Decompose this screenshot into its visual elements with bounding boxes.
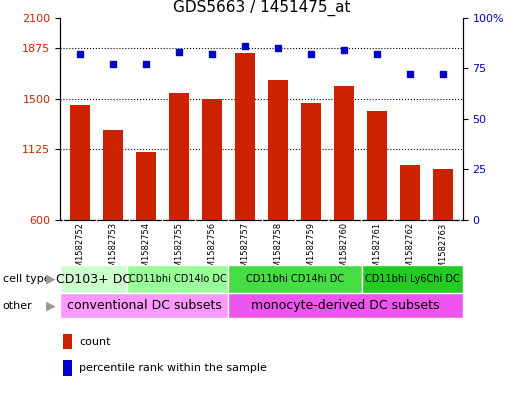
Bar	[60, 265, 127, 293]
Bar	[235, 53, 255, 220]
Bar	[169, 93, 189, 220]
Bar	[63, 360, 72, 376]
Text: GSM1582752: GSM1582752	[75, 222, 84, 278]
Text: GSM1582760: GSM1582760	[339, 222, 348, 279]
Text: GSM1582758: GSM1582758	[274, 222, 282, 279]
Text: CD11bhi Ly6Chi DC: CD11bhi Ly6Chi DC	[365, 274, 460, 284]
Point	[274, 45, 282, 51]
Text: CD11bhi CD14hi DC: CD11bhi CD14hi DC	[246, 274, 344, 284]
Point	[373, 51, 381, 57]
Bar	[228, 265, 362, 293]
Text: GSM1582755: GSM1582755	[175, 222, 184, 278]
Text: GSM1582756: GSM1582756	[208, 222, 217, 279]
Bar	[367, 111, 387, 220]
Text: ▶: ▶	[47, 299, 56, 312]
Text: count: count	[79, 336, 111, 347]
Bar	[433, 169, 453, 220]
Point	[175, 49, 183, 55]
Text: ▶: ▶	[47, 272, 56, 286]
Bar	[202, 99, 222, 220]
Text: conventional DC subsets: conventional DC subsets	[66, 299, 221, 312]
Text: cell type: cell type	[3, 274, 50, 284]
Point	[241, 43, 249, 49]
Text: percentile rank within the sample: percentile rank within the sample	[79, 363, 267, 373]
Text: monocyte-derived DC subsets: monocyte-derived DC subsets	[251, 299, 440, 312]
Bar	[70, 105, 90, 220]
Bar	[63, 334, 72, 349]
Bar	[334, 86, 354, 220]
Point	[340, 47, 348, 53]
Text: CD11bhi CD14lo DC: CD11bhi CD14lo DC	[129, 274, 226, 284]
Text: GSM1582763: GSM1582763	[439, 222, 448, 279]
Bar	[301, 103, 321, 220]
Text: GSM1582761: GSM1582761	[372, 222, 382, 279]
Text: GSM1582762: GSM1582762	[405, 222, 415, 279]
Bar	[268, 80, 288, 220]
Point	[307, 51, 315, 57]
Bar	[228, 293, 463, 318]
Point	[142, 61, 150, 67]
Bar	[60, 293, 228, 318]
Bar	[400, 165, 420, 220]
Point	[76, 51, 84, 57]
Point	[406, 71, 414, 77]
Point	[439, 71, 447, 77]
Bar	[127, 265, 228, 293]
Point	[208, 51, 216, 57]
Bar	[103, 130, 123, 220]
Text: GSM1582754: GSM1582754	[141, 222, 151, 278]
Bar	[136, 152, 156, 220]
Title: GDS5663 / 1451475_at: GDS5663 / 1451475_at	[173, 0, 350, 17]
Text: CD103+ DC: CD103+ DC	[56, 272, 131, 286]
Text: GSM1582759: GSM1582759	[306, 222, 315, 278]
Bar	[362, 265, 463, 293]
Text: GSM1582757: GSM1582757	[241, 222, 249, 279]
Point	[109, 61, 117, 67]
Text: other: other	[3, 301, 32, 310]
Text: GSM1582753: GSM1582753	[108, 222, 118, 279]
